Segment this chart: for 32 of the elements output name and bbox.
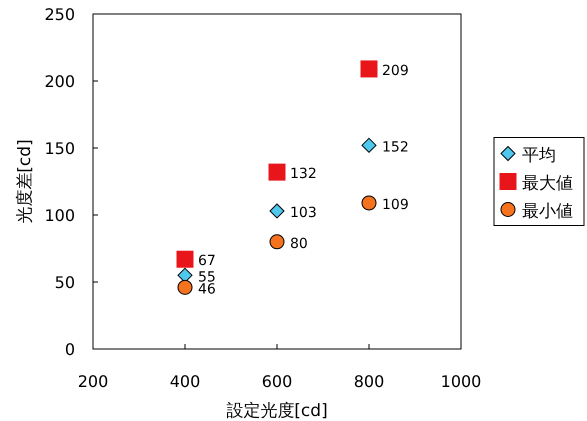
data-label: 67: [198, 253, 216, 270]
y-tick-label: 0: [64, 340, 75, 359]
x-tick-label: 1000: [440, 372, 482, 391]
y-tick-label: 50: [54, 273, 75, 292]
y-tick-label: 250: [44, 5, 75, 24]
data-label: 209: [382, 62, 409, 79]
y-tick-label: 100: [44, 206, 75, 225]
y-tick-label: 150: [44, 139, 75, 158]
data-label: 80: [290, 236, 308, 252]
data-label: 132: [290, 166, 317, 182]
legend-label: 平均: [522, 146, 556, 166]
point: [362, 138, 376, 153]
y-axis-title: 光度差[cd]: [15, 139, 35, 224]
x-tick-label: 200: [78, 372, 108, 391]
data-label: 103: [290, 204, 317, 221]
y-tick-label: 200: [44, 72, 75, 91]
point: [270, 234, 284, 250]
point: [178, 280, 192, 295]
legend-label: 最小値: [522, 202, 573, 222]
point: [362, 195, 376, 210]
point: [268, 164, 286, 181]
x-axis-title: 設定光度[cd]: [226, 401, 328, 421]
x-tick-label: 800: [354, 372, 384, 391]
data-label: 152: [382, 139, 409, 156]
x-tick-label: 400: [170, 372, 200, 391]
legend-label: 最大値: [522, 174, 573, 194]
point: [270, 203, 284, 218]
point: [176, 250, 194, 268]
data-label: 109: [382, 196, 409, 213]
data-label: 46: [198, 281, 216, 298]
point: [360, 60, 378, 78]
x-tick-label: 600: [262, 372, 292, 391]
